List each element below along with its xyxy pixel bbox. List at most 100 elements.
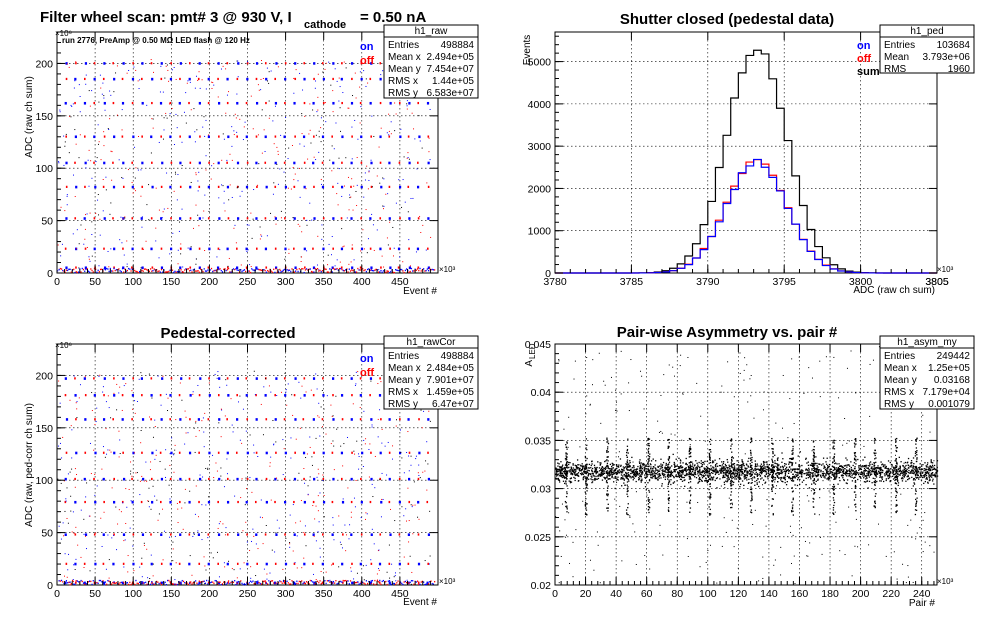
point: [570, 472, 572, 474]
point-scatter: [61, 243, 63, 245]
point-on: [427, 477, 431, 481]
point-off: [235, 451, 238, 454]
point-baseline: [415, 269, 417, 271]
point-scatter: [203, 556, 205, 558]
point-scatter: [212, 557, 214, 559]
point: [880, 468, 882, 470]
point: [635, 472, 637, 474]
point-baseline: [152, 269, 154, 272]
point: [692, 463, 694, 465]
point-off: [388, 185, 391, 188]
point: [784, 469, 786, 471]
point-baseline: [365, 270, 367, 273]
point-scatter: [127, 555, 129, 557]
point-scatter: [392, 445, 394, 447]
point-scatter: [187, 80, 189, 82]
point-scatter: [139, 79, 141, 81]
point: [754, 463, 757, 465]
point-baseline: [241, 582, 243, 585]
point-scatter: [399, 218, 401, 220]
point: [856, 471, 858, 474]
point-baseline: [136, 270, 138, 273]
point-baseline: [257, 268, 259, 270]
point-scatter: [379, 182, 381, 184]
point-off: [351, 247, 354, 250]
point: [868, 480, 871, 483]
point: [779, 468, 781, 470]
point-scatter: [184, 443, 186, 445]
point-scatter: [288, 269, 290, 271]
point-baseline: [247, 270, 249, 272]
point-baseline: [92, 271, 94, 273]
point-on: [340, 185, 344, 189]
point-scatter: [59, 402, 61, 404]
point: [823, 467, 825, 469]
point-on: [74, 77, 77, 81]
point: [849, 472, 851, 475]
point-baseline: [256, 581, 258, 583]
point-scatter: [195, 258, 197, 260]
point: [820, 464, 823, 466]
point: [670, 475, 672, 477]
point-baseline: [396, 269, 398, 271]
point: [622, 466, 625, 468]
point: [838, 472, 840, 474]
point: [811, 462, 813, 464]
point: [817, 479, 819, 481]
point: [574, 464, 576, 467]
point: [632, 469, 635, 472]
point: [722, 468, 724, 470]
x-tick-label: 450: [391, 588, 409, 600]
point: [863, 470, 865, 472]
point: [726, 481, 728, 483]
point-scatter: [287, 187, 289, 189]
point-scatter: [225, 379, 227, 381]
point: [600, 462, 602, 464]
point-scatter: [199, 474, 201, 476]
point: [912, 470, 915, 472]
point-scatter: [337, 182, 339, 184]
point: [780, 479, 782, 481]
point-baseline: [186, 268, 188, 270]
point-scatter: [197, 190, 199, 192]
point-scatter: [59, 109, 61, 111]
point-scatter: [408, 541, 410, 543]
point-scatter: [174, 535, 176, 537]
point-off: [407, 185, 410, 188]
point-scatter: [147, 500, 149, 502]
point-off: [417, 101, 420, 105]
point-baseline: [252, 580, 254, 582]
point-off: [207, 533, 210, 536]
point-scatter: [425, 249, 427, 251]
point: [877, 465, 879, 467]
point-baseline: [390, 270, 392, 273]
point-scatter: [60, 255, 62, 257]
point: [730, 470, 732, 472]
point-scatter: [277, 153, 279, 155]
point-baseline: [356, 581, 358, 584]
point-off: [93, 62, 96, 65]
point-baseline: [313, 271, 315, 273]
point-scatter: [243, 126, 245, 128]
point-on: [350, 533, 353, 537]
point-scatter: [276, 519, 278, 521]
point-on: [94, 185, 97, 189]
point: [928, 467, 930, 469]
point: [720, 468, 723, 470]
point-baseline: [263, 268, 265, 271]
point-scatter: [194, 131, 196, 133]
point-on: [226, 562, 229, 566]
point: [866, 472, 868, 475]
point-baseline: [93, 582, 96, 585]
point-on: [265, 451, 268, 455]
point-off: [359, 377, 362, 380]
point-scatter: [165, 112, 167, 114]
point: [760, 473, 763, 475]
point: [780, 466, 782, 468]
point-scatter: [313, 535, 315, 537]
point-baseline: [336, 583, 338, 585]
point-scatter: [85, 535, 87, 537]
point-baseline: [188, 270, 191, 272]
point-scatter: [391, 563, 393, 565]
point: [839, 468, 841, 470]
